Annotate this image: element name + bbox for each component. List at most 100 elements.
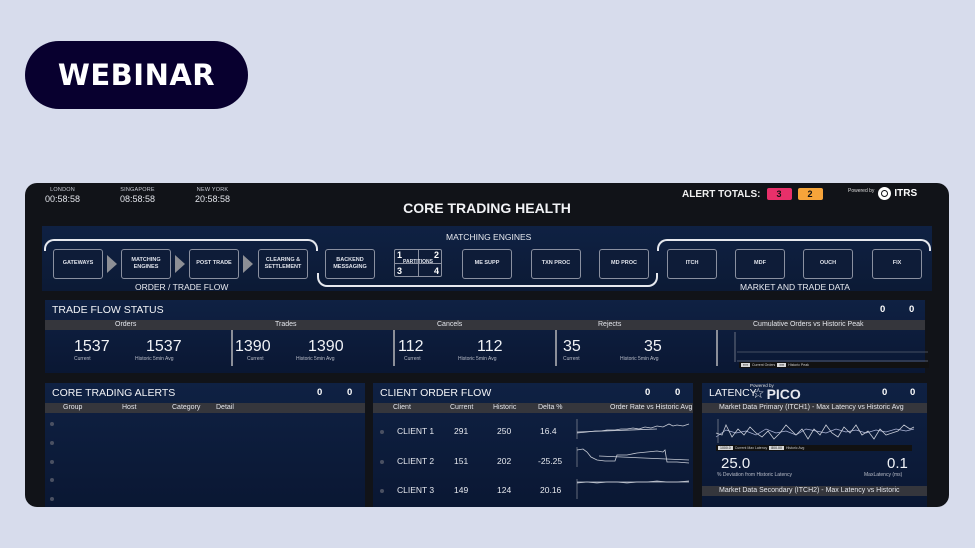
node-post-trade[interactable]: POST TRADE — [189, 249, 239, 279]
trades-current: 1390 — [235, 338, 271, 355]
panel-title: LATENCY — [709, 387, 757, 399]
order-flow-bracket — [44, 239, 318, 251]
column-category[interactable]: Category — [172, 404, 201, 411]
node-mdf[interactable]: MDF — [735, 249, 785, 279]
pico-logo: ☆ PICO — [752, 385, 801, 402]
status-dot-icon — [50, 478, 54, 482]
panel-count: 0 — [675, 387, 681, 398]
panel-count: 0 — [882, 387, 888, 398]
status-dot-icon — [50, 497, 54, 501]
clock-time: 00:58:58 — [45, 194, 81, 204]
partitions-label: PARTITIONS — [403, 259, 433, 265]
node-clearing-settlement[interactable]: CLEARING & SETTLEMENT — [258, 249, 308, 279]
column-detail[interactable]: Detail — [216, 404, 234, 411]
core-trading-alerts-panel: CORE TRADING ALERTS 0 0 Group Host Categ… — [45, 383, 365, 507]
cumulative-orders-chart — [734, 332, 928, 362]
node-me-supp[interactable]: ME SUPP — [462, 249, 512, 279]
powered-by-itrs: Powered by ITRS — [848, 187, 917, 200]
partition-1: 1 — [397, 250, 403, 260]
flow-arrow-icon — [175, 255, 185, 273]
primary-latency-chart — [715, 419, 915, 443]
clock-city: LONDON — [50, 187, 75, 193]
section-rejects-header: Rejects — [598, 321, 622, 328]
status-dot-icon — [380, 460, 384, 464]
column-order-rate[interactable]: Order Rate vs Historic Avg — [610, 404, 693, 411]
dashboard-window: LONDON 00:58:58 SINGAPORE 08:58:58 NEW Y… — [25, 183, 949, 507]
client-order-flow-panel: CLIENT ORDER FLOW 0 0 Client Current His… — [373, 383, 693, 507]
warning-alert-badge[interactable]: 2 — [797, 188, 823, 200]
status-dot-icon — [50, 441, 54, 445]
panel-count: 0 — [909, 304, 915, 315]
itrs-brand: ITRS — [894, 188, 918, 199]
orders-current: 1537 — [74, 338, 110, 355]
market-data-label: MARKET AND TRADE DATA — [740, 282, 850, 292]
pico-star-icon: ☆ — [752, 385, 765, 401]
market-data-bracket — [657, 239, 931, 251]
client-3-sparkline — [576, 479, 690, 499]
panel-title: TRADE FLOW STATUS — [52, 304, 164, 316]
status-dot-icon — [380, 430, 384, 434]
flow-arrow-icon — [107, 255, 117, 273]
primary-chart-legend: 1000.0 Current Max Latency 800.00 Histor… — [716, 445, 912, 451]
rejects-current: 35 — [563, 338, 581, 355]
clock-city: SINGAPORE — [120, 187, 155, 193]
column-group[interactable]: Group — [63, 404, 83, 411]
orders-historic: 1537 — [146, 338, 182, 355]
flow-arrow-icon — [243, 255, 253, 273]
matching-engines-bracket — [317, 273, 658, 287]
node-backend-messaging[interactable]: BACKEND MESSAGING — [325, 249, 375, 279]
panel-count: 0 — [317, 387, 323, 398]
pico-powered-by: Powered by — [750, 383, 774, 388]
node-matching-engines[interactable]: MATCHING ENGINES — [121, 249, 171, 279]
trades-historic: 1390 — [308, 338, 344, 355]
column-delta[interactable]: Delta % — [538, 404, 563, 411]
itrs-logo-icon — [878, 187, 892, 200]
cancels-current: 112 — [398, 338, 424, 355]
cumulative-chart-legend: ▪▪▪▪ Current Orders ▪▪▪▪ Historic Peak — [739, 362, 929, 368]
column-historic[interactable]: Historic — [493, 404, 517, 411]
cancels-historic: 112 — [477, 338, 503, 355]
panel-count: 0 — [880, 304, 886, 315]
column-client[interactable]: Client — [393, 404, 411, 411]
itrs-logo: ITRS — [878, 187, 917, 200]
panel-count: 0 — [347, 387, 353, 398]
status-dot-icon — [380, 489, 384, 493]
status-dot-icon — [50, 460, 54, 464]
panel-title: CORE TRADING ALERTS — [52, 387, 176, 399]
powered-by-label: Powered by — [848, 187, 875, 194]
clock-time: 20:58:58 — [195, 194, 231, 204]
section-trades-header: Trades — [275, 321, 297, 328]
clock-time: 08:58:58 — [120, 194, 156, 204]
column-current[interactable]: Current — [450, 404, 474, 411]
dashboard-title: CORE TRADING HEALTH — [403, 200, 571, 216]
status-dot-icon — [50, 422, 54, 426]
table-header: Client Current Historic Delta % Order Ra… — [373, 403, 693, 413]
node-fix[interactable]: FIX — [872, 249, 922, 279]
node-itch[interactable]: ITCH — [667, 249, 717, 279]
node-partitions[interactable]: 1 2 3 4 PARTITIONS — [394, 249, 442, 277]
node-ouch[interactable]: OUCH — [803, 249, 853, 279]
webinar-badge: WEBINAR — [25, 41, 248, 109]
partition-3: 3 — [397, 266, 403, 276]
max-latency-value: 0.1 — [887, 455, 908, 472]
secondary-chart-header: Market Data Secondary (ITCH2) - Max Late… — [702, 486, 927, 496]
latency-panel: LATENCY Powered by ☆ PICO 0 0 Market Dat… — [702, 383, 927, 507]
table-header: Group Host Category Detail — [45, 403, 365, 413]
latency-deviation-value: 25.0 — [721, 455, 751, 472]
panel-count: 0 — [645, 387, 651, 398]
alert-totals: ALERT TOTALS: 3 2 — [682, 188, 823, 200]
panel-title: CLIENT ORDER FLOW — [380, 387, 492, 399]
section-header-bar: Orders Trades Cancels Rejects Cumulative… — [45, 320, 925, 330]
client-1-sparkline — [576, 419, 690, 439]
section-orders-header: Orders — [115, 321, 137, 328]
critical-alert-badge[interactable]: 3 — [766, 188, 792, 200]
matching-engines-label: MATCHING ENGINES — [446, 232, 532, 242]
column-host[interactable]: Host — [122, 404, 137, 411]
node-txn-proc[interactable]: TXN PROC — [531, 249, 581, 279]
clock-city: NEW YORK — [196, 187, 229, 193]
node-md-proc[interactable]: MD PROC — [599, 249, 649, 279]
panel-count: 0 — [910, 387, 916, 398]
node-gateways[interactable]: GATEWAYS — [53, 249, 103, 279]
primary-chart-header: Market Data Primary (ITCH1) - Max Latenc… — [702, 403, 927, 413]
partition-4: 4 — [433, 266, 439, 276]
